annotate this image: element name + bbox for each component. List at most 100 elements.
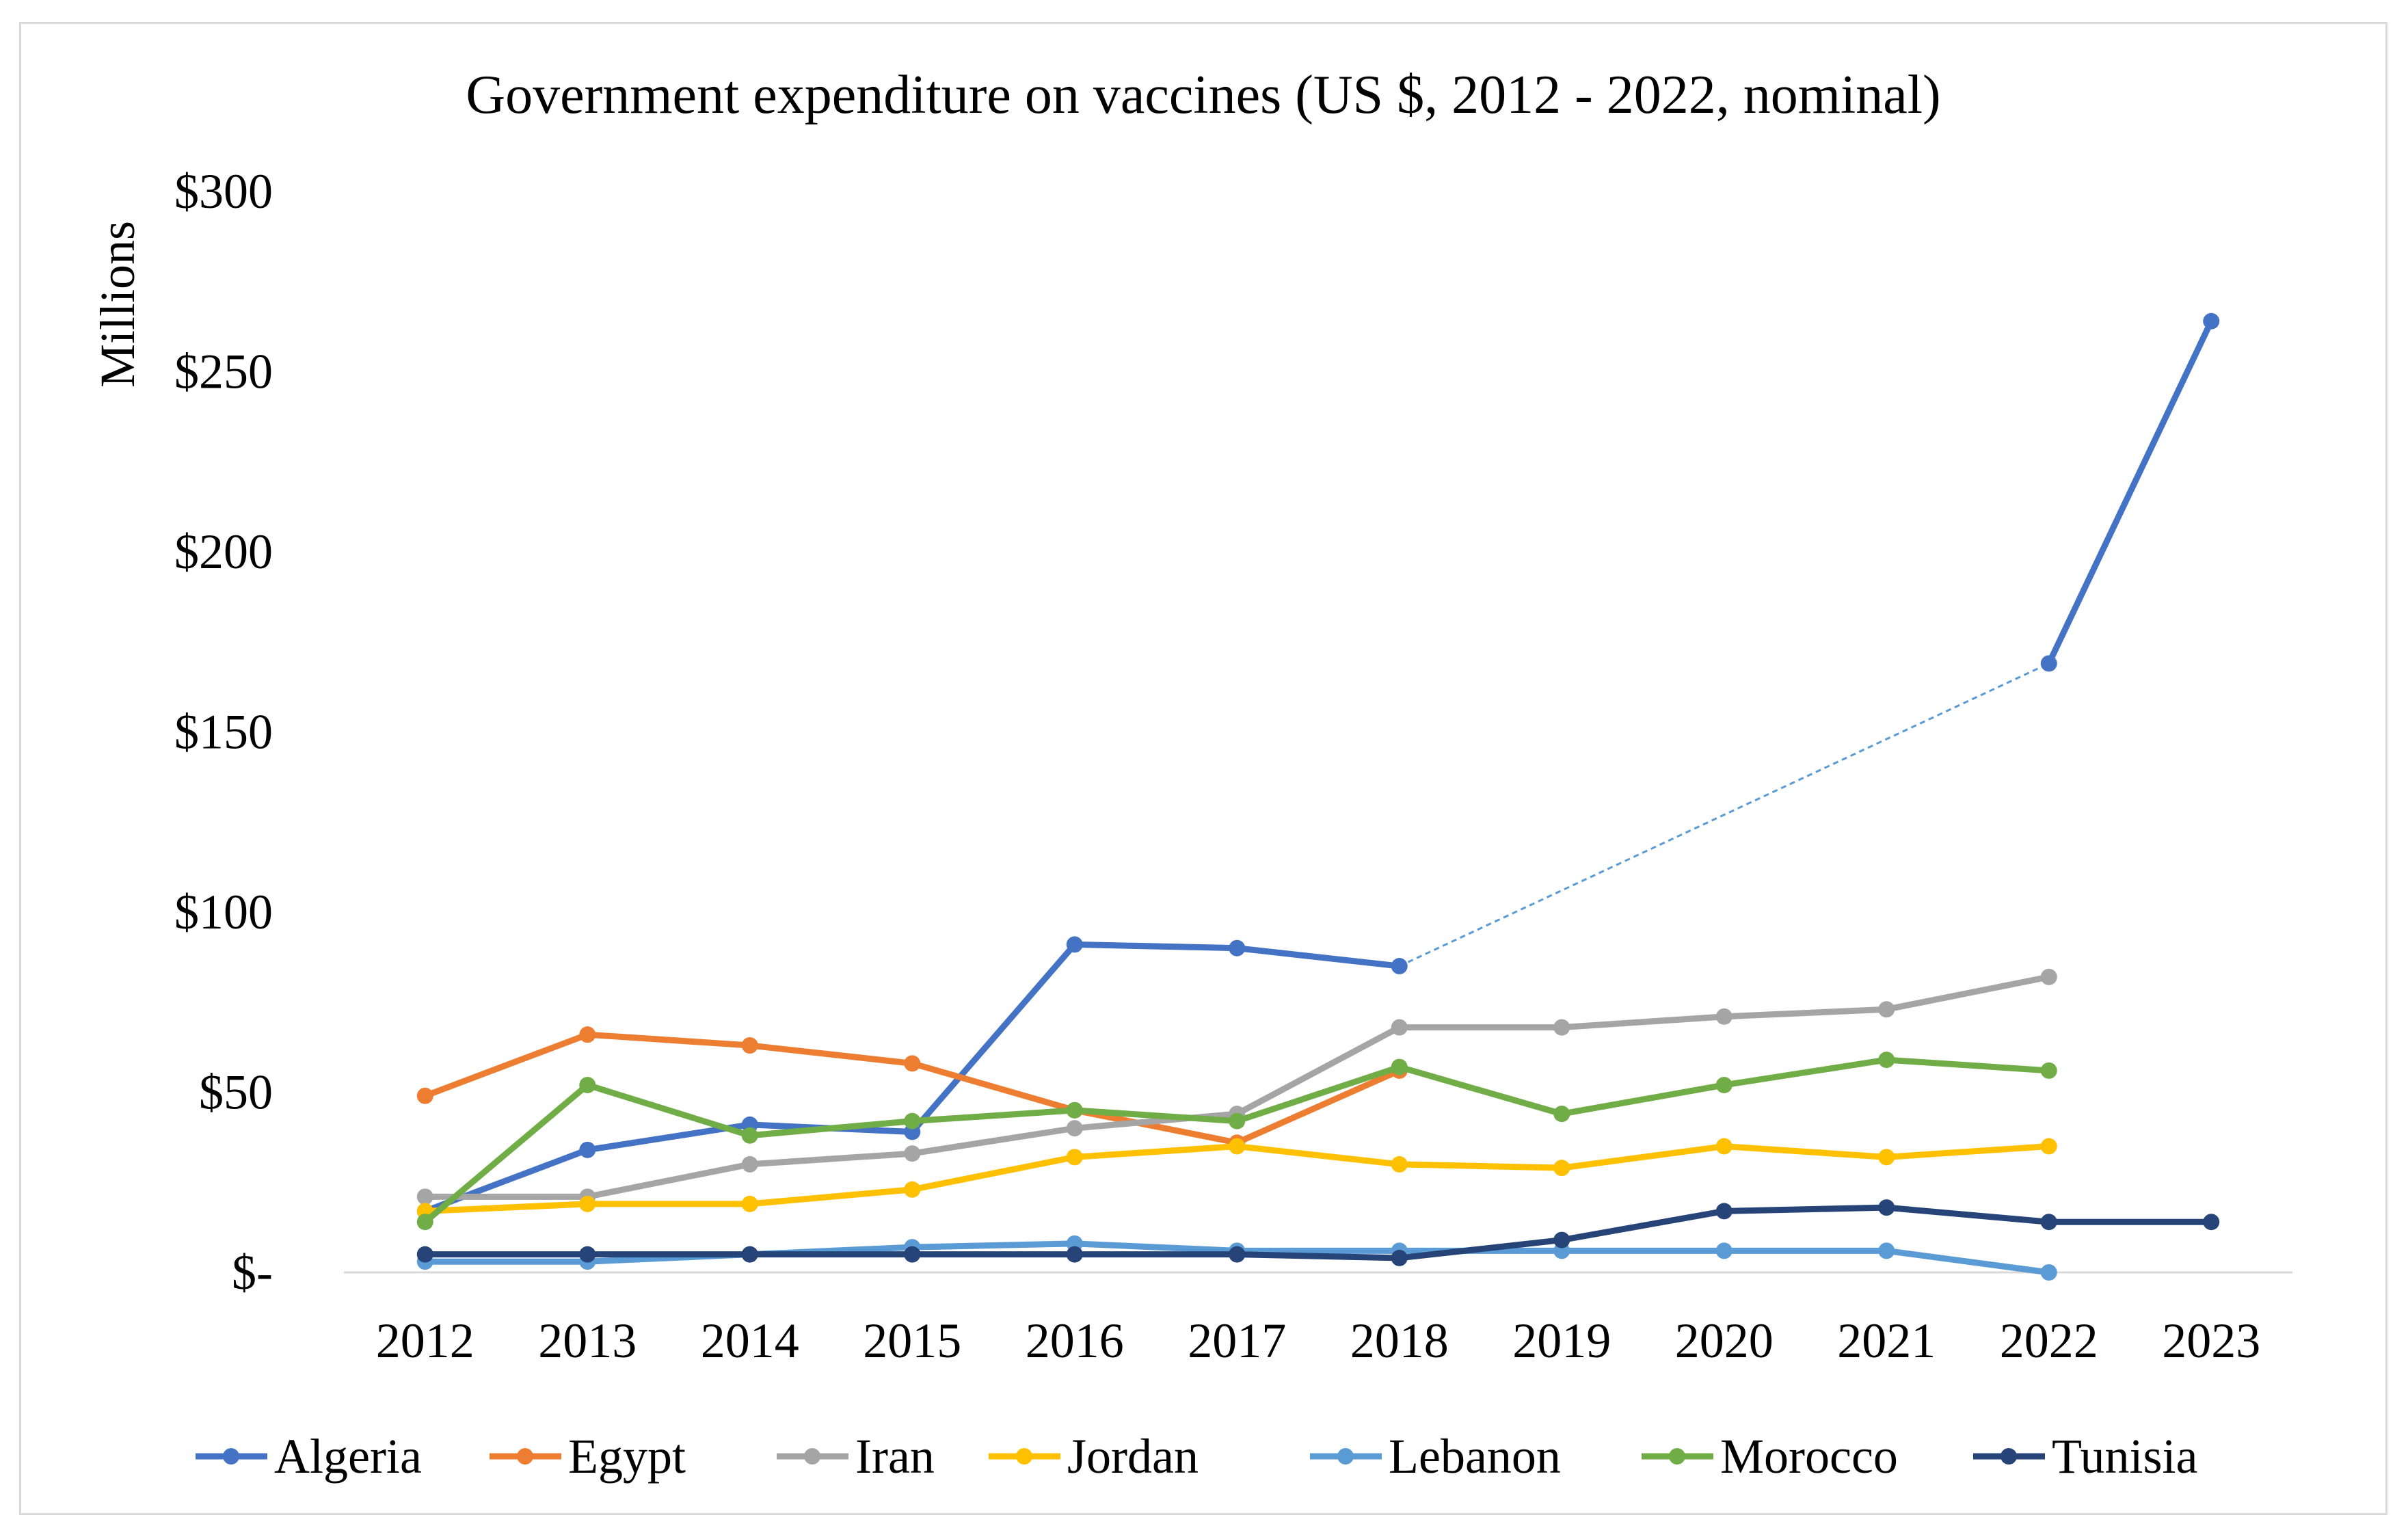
point-morocco-2021 bbox=[1878, 1052, 1895, 1069]
series-morocco bbox=[416, 1052, 2057, 1231]
point-jordan-2016 bbox=[1066, 1149, 1083, 1166]
point-jordan-2013 bbox=[579, 1195, 596, 1212]
y-tick-label-300: $300 bbox=[174, 164, 273, 219]
point-jordan-2019 bbox=[1553, 1160, 1570, 1177]
x-tick-label-2016: 2016 bbox=[1026, 1313, 1124, 1368]
x-tick-label-2021: 2021 bbox=[1837, 1313, 1936, 1368]
chart-frame: Government expenditure on vaccines (US $… bbox=[19, 22, 2387, 1515]
x-tick-label-2022: 2022 bbox=[2000, 1313, 2098, 1368]
point-morocco-2015 bbox=[904, 1112, 921, 1130]
legend-marker-lebanon bbox=[1337, 1448, 1354, 1465]
point-tunisia-2013 bbox=[579, 1246, 596, 1263]
point-jordan-2014 bbox=[741, 1195, 758, 1212]
point-iran-2019 bbox=[1553, 1019, 1570, 1036]
point-morocco-2012 bbox=[416, 1214, 433, 1231]
point-lebanon-2021 bbox=[1878, 1242, 1895, 1259]
series-line-tunisia bbox=[422, 1204, 2215, 1261]
x-tick-label-2012: 2012 bbox=[376, 1313, 474, 1368]
series-line-iran bbox=[422, 974, 2052, 1200]
point-iran-2015 bbox=[904, 1145, 921, 1162]
point-jordan-2020 bbox=[1715, 1138, 1733, 1155]
point-tunisia-2021 bbox=[1878, 1199, 1895, 1216]
legend-item-tunisia: Tunisia bbox=[1973, 1429, 2197, 1484]
dotted-connector-algeria bbox=[1399, 663, 2050, 967]
y-axis-label: Millions bbox=[90, 221, 145, 388]
y-tick-label-250: $250 bbox=[174, 345, 273, 399]
point-morocco-2017 bbox=[1229, 1112, 1246, 1130]
point-jordan-2018 bbox=[1391, 1155, 1408, 1173]
legend-marker-jordan bbox=[1016, 1448, 1032, 1465]
point-tunisia-2019 bbox=[1553, 1231, 1570, 1248]
point-tunisia-2012 bbox=[416, 1246, 433, 1263]
point-tunisia-2023 bbox=[2203, 1214, 2220, 1231]
legend-label-jordan: Jordan bbox=[1067, 1429, 1199, 1484]
point-egypt-2013 bbox=[579, 1026, 596, 1043]
chart-title: Government expenditure on vaccines (US $… bbox=[466, 65, 1940, 125]
point-jordan-2022 bbox=[2040, 1138, 2057, 1155]
point-egypt-2012 bbox=[416, 1087, 433, 1104]
x-tick-label-2014: 2014 bbox=[701, 1313, 799, 1368]
x-tick-label-2018: 2018 bbox=[1350, 1313, 1449, 1368]
x-tick-label-2020: 2020 bbox=[1675, 1313, 1774, 1368]
point-iran-2012 bbox=[416, 1188, 433, 1205]
point-tunisia-2018 bbox=[1391, 1249, 1408, 1266]
y-tick-label-200: $200 bbox=[174, 524, 273, 579]
legend-label-egypt: Egypt bbox=[568, 1429, 686, 1484]
legend-item-morocco: Morocco bbox=[1642, 1429, 1898, 1484]
point-morocco-2014 bbox=[741, 1127, 758, 1144]
point-algeria-2018 bbox=[1391, 958, 1408, 975]
y-tick-label-150: $150 bbox=[174, 705, 273, 760]
point-morocco-2022 bbox=[2040, 1062, 2057, 1079]
point-algeria-2022 bbox=[2040, 655, 2057, 672]
legend-marker-morocco bbox=[1669, 1448, 1685, 1465]
series-algeria bbox=[416, 312, 2220, 1220]
x-tick-label-2017: 2017 bbox=[1188, 1313, 1286, 1368]
series-line-algeria bbox=[422, 941, 1403, 1214]
series-tunisia bbox=[416, 1199, 2220, 1266]
point-algeria-2016 bbox=[1066, 936, 1083, 953]
point-iran-2020 bbox=[1715, 1008, 1733, 1025]
point-tunisia-2020 bbox=[1715, 1203, 1733, 1220]
legend-label-morocco: Morocco bbox=[1720, 1429, 1898, 1484]
point-iran-2018 bbox=[1391, 1019, 1408, 1036]
x-tick-label-2023: 2023 bbox=[2162, 1313, 2260, 1368]
line-chart: Government expenditure on vaccines (US $… bbox=[90, 65, 2292, 1484]
point-tunisia-2017 bbox=[1229, 1246, 1246, 1263]
point-iran-2014 bbox=[741, 1155, 758, 1173]
legend-label-algeria: Algeria bbox=[274, 1429, 422, 1484]
legend-marker-iran bbox=[804, 1448, 820, 1465]
point-egypt-2014 bbox=[741, 1037, 758, 1054]
point-tunisia-2014 bbox=[741, 1246, 758, 1263]
point-morocco-2018 bbox=[1391, 1058, 1408, 1075]
point-tunisia-2016 bbox=[1066, 1246, 1083, 1263]
legend-item-jordan: Jordan bbox=[989, 1429, 1199, 1484]
series-line-algeria-1 bbox=[2046, 318, 2215, 667]
point-morocco-2013 bbox=[579, 1076, 596, 1093]
point-jordan-2017 bbox=[1229, 1138, 1246, 1155]
x-tick-label-2019: 2019 bbox=[1512, 1313, 1611, 1368]
point-jordan-2015 bbox=[904, 1181, 921, 1198]
point-iran-2021 bbox=[1878, 1001, 1895, 1018]
legend-item-lebanon: Lebanon bbox=[1310, 1429, 1561, 1484]
legend-item-iran: Iran bbox=[777, 1429, 935, 1484]
point-iran-2022 bbox=[2040, 968, 2057, 985]
point-algeria-2017 bbox=[1229, 939, 1246, 957]
point-morocco-2020 bbox=[1715, 1076, 1733, 1093]
legend-label-iran: Iran bbox=[855, 1429, 935, 1484]
legend-marker-algeria bbox=[223, 1448, 239, 1465]
x-tick-label-2015: 2015 bbox=[863, 1313, 961, 1368]
point-iran-2016 bbox=[1066, 1120, 1083, 1137]
legend-item-egypt: Egypt bbox=[490, 1429, 686, 1484]
point-morocco-2019 bbox=[1553, 1106, 1570, 1123]
x-tick-label-2013: 2013 bbox=[538, 1313, 637, 1368]
point-lebanon-2020 bbox=[1715, 1242, 1733, 1259]
y-tick-label-0: $- bbox=[232, 1245, 273, 1300]
point-jordan-2021 bbox=[1878, 1149, 1895, 1166]
point-tunisia-2015 bbox=[904, 1246, 921, 1263]
legend-marker-tunisia bbox=[2001, 1448, 2017, 1465]
point-morocco-2016 bbox=[1066, 1101, 1083, 1119]
series-iran bbox=[416, 968, 2057, 1205]
y-tick-label-100: $100 bbox=[174, 885, 273, 939]
point-tunisia-2022 bbox=[2040, 1214, 2057, 1231]
point-algeria-2023 bbox=[2203, 312, 2220, 330]
